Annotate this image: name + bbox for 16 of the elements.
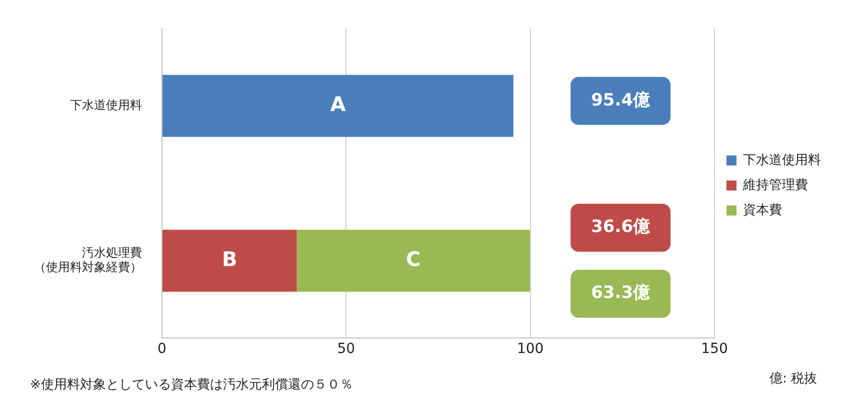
text: ※使用料対象としている資本費は汚水元利償還の５０％ xyxy=(30,376,353,392)
data-label: A xyxy=(330,92,346,116)
legend-label: 維持管理費 xyxy=(742,178,808,193)
legend-label: 資本費 xyxy=(743,202,782,218)
legend-label: 下水道使用料 xyxy=(743,152,821,168)
annotation: 63.3億 xyxy=(591,283,652,304)
text: 億: 税抜 xyxy=(770,371,818,386)
data-label: C xyxy=(406,246,421,271)
x-tick-label: 100 xyxy=(516,341,544,358)
annotation: 95.4億 xyxy=(591,90,652,110)
data-label: B xyxy=(222,246,238,271)
y-tick-label: 汚水処理費（使用料対象経費） xyxy=(34,246,142,274)
x-tick-label: 50 xyxy=(337,341,356,358)
x-tick-label: 0 xyxy=(158,341,166,358)
annotation: 36.6億 xyxy=(591,217,652,238)
x-tick-label: 150 xyxy=(701,341,728,358)
